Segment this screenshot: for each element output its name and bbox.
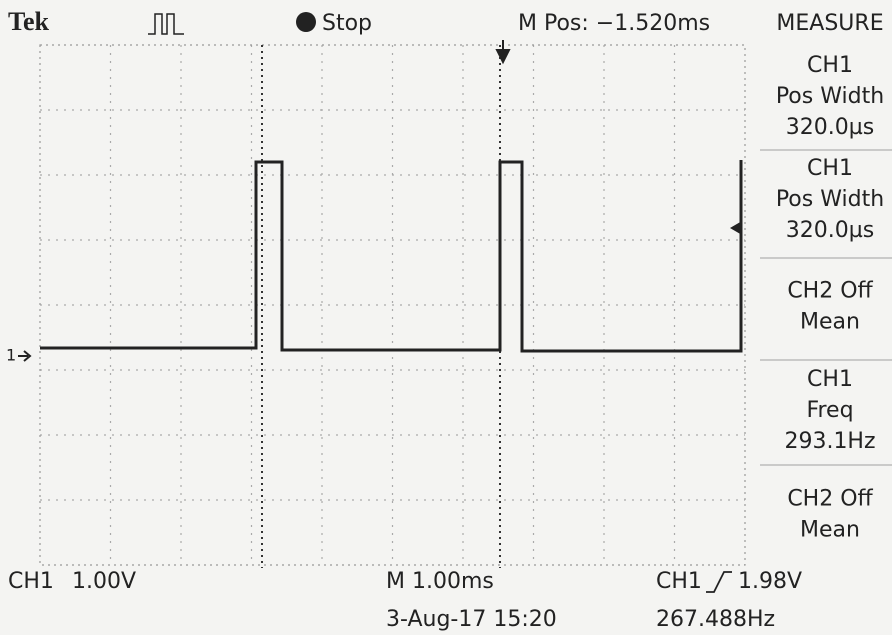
measure-line: Mean <box>800 310 860 335</box>
measure-line: CH2 Off <box>787 279 873 304</box>
brand: Tek <box>8 7 49 36</box>
measure-line: Freq <box>806 398 853 423</box>
status-icon <box>296 12 316 32</box>
date-time: 3-Aug-17 15:20 <box>386 607 557 632</box>
channel-marker: 1 <box>6 346 16 365</box>
measure-line: CH1 <box>807 53 853 78</box>
measure-line: CH1 <box>807 367 853 392</box>
timebase: M 1.00ms <box>386 569 494 594</box>
measure-line: Pos Width <box>776 84 884 109</box>
measure-line: 320.0µs <box>786 115 874 140</box>
background <box>0 0 892 635</box>
trigger-source: CH1 <box>656 569 702 594</box>
measure-line: Mean <box>800 518 860 543</box>
measure-line: CH2 Off <box>787 487 873 512</box>
measure-title: MEASURE <box>776 11 883 36</box>
horizontal-position: M Pos: −1.520ms <box>518 11 710 36</box>
oscilloscope-screen: 1 Tek Stop M Pos: −1.520ms MEASURE CH1 Po… <box>0 0 892 635</box>
measure-line: CH1 <box>807 156 853 181</box>
channel-label: CH1 <box>8 569 54 594</box>
volts-per-div: 1.00V <box>72 569 136 594</box>
run-status: Stop <box>322 11 372 36</box>
measure-line: Pos Width <box>776 187 884 212</box>
trigger-frequency: 267.488Hz <box>656 607 775 632</box>
trigger-level: 1.98V <box>738 569 802 594</box>
measure-line: 293.1Hz <box>784 429 875 454</box>
measure-line: 320.0µs <box>786 218 874 243</box>
